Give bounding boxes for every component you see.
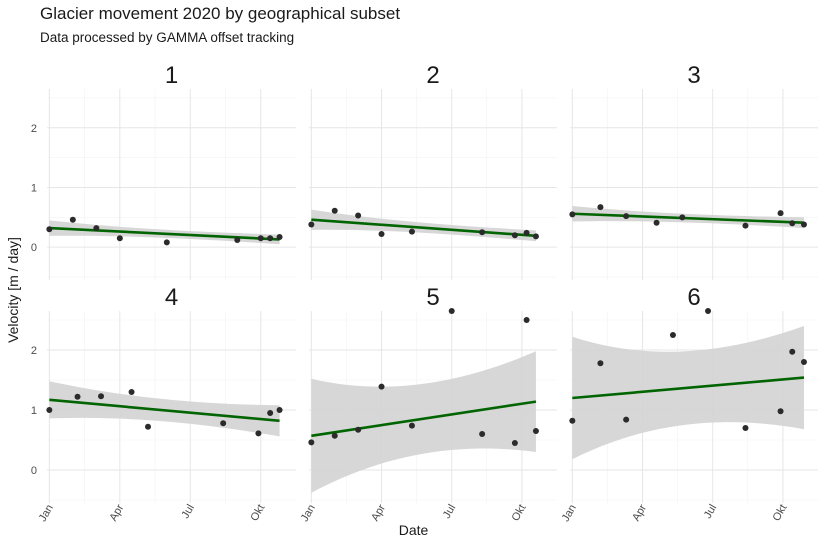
data-point: [705, 308, 712, 314]
data-point: [74, 393, 81, 400]
x-tick-label: Okt: [771, 503, 790, 524]
x-tick-label: Okt: [248, 503, 267, 524]
data-point: [479, 229, 486, 236]
data-point: [569, 211, 576, 218]
data-point: [777, 210, 784, 217]
confidence-band: [49, 220, 280, 245]
facet-label: 2: [426, 62, 439, 89]
x-tick-label: Jul: [179, 503, 196, 521]
data-point: [378, 231, 385, 238]
x-tick-label: Okt: [510, 503, 529, 524]
confidence-band: [311, 209, 536, 242]
data-point: [46, 226, 53, 233]
data-point: [532, 428, 539, 434]
y-tick-label: 0: [31, 242, 37, 254]
data-point: [408, 422, 415, 429]
chart-subtitle: Data processed by GAMMA offset tracking: [40, 30, 295, 45]
data-point: [69, 216, 76, 223]
facet-label: 4: [165, 284, 178, 311]
data-point: [408, 228, 415, 235]
x-tick-label: Apr: [630, 502, 649, 523]
x-tick-label: Jan: [560, 503, 579, 524]
data-point: [267, 235, 274, 242]
chart-title: Glacier movement 2020 by geographical su…: [40, 4, 401, 23]
x-tick-label: Jul: [702, 503, 719, 521]
y-tick-label: 1: [31, 405, 37, 417]
y-tick-label: 0: [31, 465, 37, 477]
data-point: [777, 408, 784, 415]
data-point: [46, 407, 53, 413]
trend-line: [311, 218, 537, 238]
x-tick-label: Jan: [299, 503, 318, 524]
data-point: [569, 417, 576, 424]
data-point: [276, 234, 283, 241]
data-point: [511, 440, 518, 446]
data-point: [742, 222, 749, 229]
data-point: [523, 229, 530, 236]
facet-label: 3: [687, 62, 700, 89]
data-point: [789, 348, 796, 355]
data-point: [532, 233, 539, 240]
trend-line: [311, 400, 537, 438]
data-point: [331, 207, 338, 214]
data-point: [276, 407, 283, 413]
data-point: [145, 423, 152, 430]
trend-line: [49, 398, 280, 423]
data-point: [308, 221, 315, 228]
data-point: [355, 212, 362, 219]
confidence-band: [49, 381, 280, 437]
x-tick-label: Apr: [369, 502, 388, 523]
trend-line: [572, 376, 805, 400]
data-point: [255, 430, 262, 437]
data-point: [257, 235, 264, 242]
x-tick-label: Jan: [37, 503, 56, 524]
data-point: [653, 219, 660, 226]
facet-label: 5: [426, 284, 439, 311]
data-point: [800, 221, 807, 228]
data-point: [800, 359, 807, 365]
data-point: [308, 439, 315, 446]
data-point: [234, 237, 241, 244]
y-tick-label: 1: [31, 182, 37, 194]
data-point: [623, 213, 630, 220]
confidence-band: [572, 326, 804, 460]
confidence-band: [311, 351, 536, 493]
data-point: [128, 389, 135, 395]
data-point: [623, 416, 630, 423]
data-point: [93, 225, 100, 232]
trend-line: [572, 212, 805, 224]
facet-label: 1: [165, 62, 178, 89]
data-point: [448, 308, 455, 314]
data-point: [523, 317, 530, 323]
data-point: [742, 425, 749, 431]
data-point: [98, 393, 105, 400]
data-point: [479, 431, 486, 437]
data-point: [267, 410, 274, 416]
x-axis-label: Date: [398, 522, 429, 538]
data-point: [163, 239, 170, 246]
data-point: [789, 220, 796, 227]
data-point: [679, 214, 686, 221]
x-tick-label: Apr: [107, 502, 126, 523]
x-tick-label: Jul: [441, 503, 458, 521]
data-point: [597, 360, 604, 367]
trend-line: [49, 226, 280, 241]
data-point: [355, 426, 362, 433]
facet-label: 6: [687, 284, 700, 311]
y-tick-label: 2: [31, 123, 37, 135]
data-point: [331, 432, 338, 439]
data-point: [378, 383, 385, 390]
data-point: [220, 420, 227, 427]
y-tick-label: 2: [31, 345, 37, 357]
data-point: [116, 235, 123, 242]
data-point: [511, 232, 518, 239]
data-point: [597, 204, 604, 211]
y-axis-label: Velocity [m / day]: [5, 237, 21, 343]
data-point: [669, 332, 676, 338]
